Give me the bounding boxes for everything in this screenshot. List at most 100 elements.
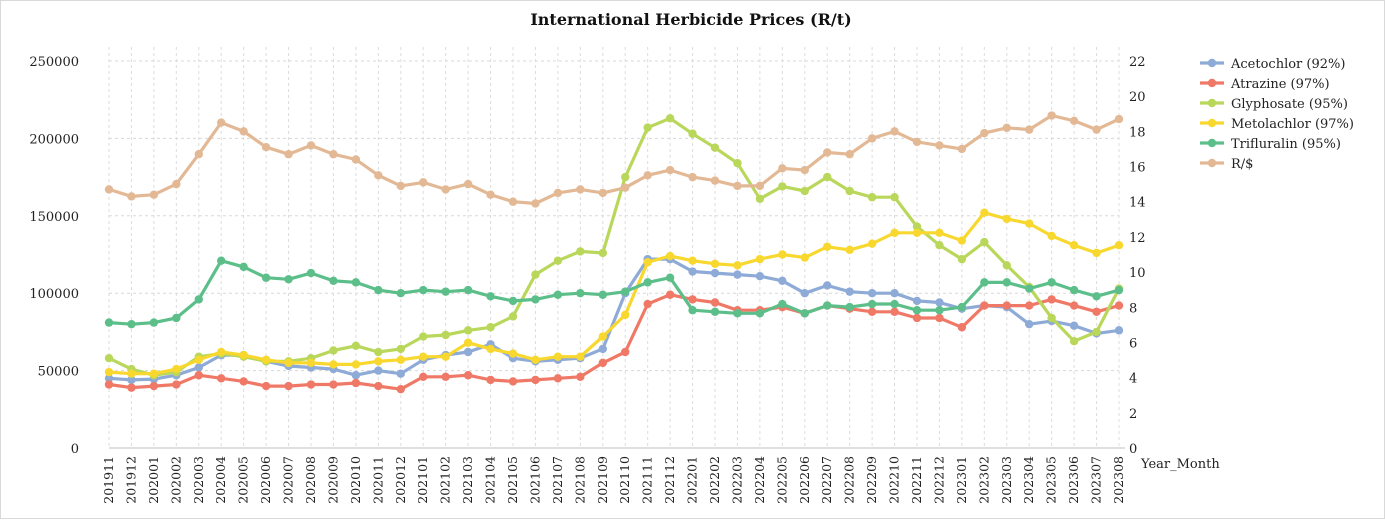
data-point [643,123,652,132]
data-point [755,309,765,318]
x-tick-label: 202108 [572,456,587,504]
data-point [1002,214,1011,224]
data-point [351,371,361,380]
data-point [598,188,607,198]
data-point [194,363,203,372]
data-point [755,194,765,203]
data-point [755,271,765,281]
data-point [643,278,652,287]
left-y-tick-label: 200000 [29,132,79,147]
x-tick-label: 202006 [258,456,273,504]
data-point [351,278,361,287]
left-y-tick-label: 250000 [29,55,79,70]
x-tick-label: 202104 [483,456,498,504]
x-tick-label: 202009 [325,456,340,504]
data-point [441,287,450,296]
data-point [778,276,787,286]
data-point [665,114,675,123]
data-point [306,141,316,150]
legend-item: Acetochlor (92%) [1200,57,1345,72]
data-point [778,182,787,191]
data-point [419,352,428,361]
data-point [486,375,495,385]
x-tick-label: 202010 [348,456,363,504]
data-point [351,341,361,351]
data-point [845,287,854,296]
data-point [778,164,787,173]
data-point [261,273,271,282]
data-point [867,289,877,298]
data-point [643,258,652,267]
data-point [1114,285,1124,295]
data-point [1047,295,1056,304]
left-y-tick-label: 100000 [29,287,79,302]
legend-label: R/$ [1231,157,1253,172]
data-point [733,309,742,318]
data-point [912,306,922,315]
data-point [1047,111,1056,120]
series-layer [104,111,1124,394]
data-point [823,172,832,182]
data-point [172,380,181,389]
legend-marker [1207,158,1217,168]
series-5 [104,111,1124,208]
data-point [239,262,248,272]
data-point [239,127,248,136]
legend-marker [1207,98,1217,108]
data-point [823,281,832,290]
data-point [957,144,967,154]
data-point [329,346,338,355]
data-point [217,118,226,127]
legend-item: Trifluralin (95%) [1200,137,1341,152]
data-point [261,355,271,364]
data-point [912,228,922,238]
x-tick-label: 202002 [168,456,183,504]
data-point [374,381,383,391]
data-point [733,261,742,270]
data-point [149,381,159,391]
data-point [867,134,877,143]
data-point [935,228,944,238]
x-tick-label: 202211 [909,456,924,504]
data-point [778,250,787,259]
x-tick-label: 202210 [887,456,902,504]
x-tick-label: 202208 [842,456,857,504]
x-tick-label: 202302 [976,456,991,504]
chart-title: International Herbicide Prices (R/t) [530,10,851,29]
data-point [351,360,361,369]
data-point [104,354,114,363]
data-point [194,295,203,304]
x-tick-label: 202305 [1044,456,1059,504]
data-point [127,319,136,329]
series-line [107,259,1121,326]
data-point [1069,336,1079,346]
data-point [800,309,809,318]
data-point [374,347,383,357]
data-point [912,296,922,306]
right-y-tick-label: 4 [1129,372,1137,387]
x-axis-label: Year_Month [1140,457,1220,472]
data-point [1092,307,1101,316]
data-point [104,380,114,389]
data-point [217,347,226,357]
data-point [306,268,316,278]
data-point [621,183,630,192]
data-point [957,302,967,312]
x-tick-label: 202301 [954,456,969,504]
data-point [688,267,697,276]
right-y-tick-label: 14 [1129,196,1146,211]
data-point [217,256,226,265]
data-point [800,253,809,262]
data-point [800,165,809,175]
data-point [688,129,697,138]
data-point [1002,123,1011,133]
data-point [553,188,563,198]
grid [108,47,1125,449]
data-point [823,301,832,310]
x-tick-label: 202212 [931,456,946,504]
data-point [463,326,473,335]
data-point [306,358,316,368]
data-point [1002,278,1011,287]
data-point [239,377,248,386]
data-point [329,276,338,286]
